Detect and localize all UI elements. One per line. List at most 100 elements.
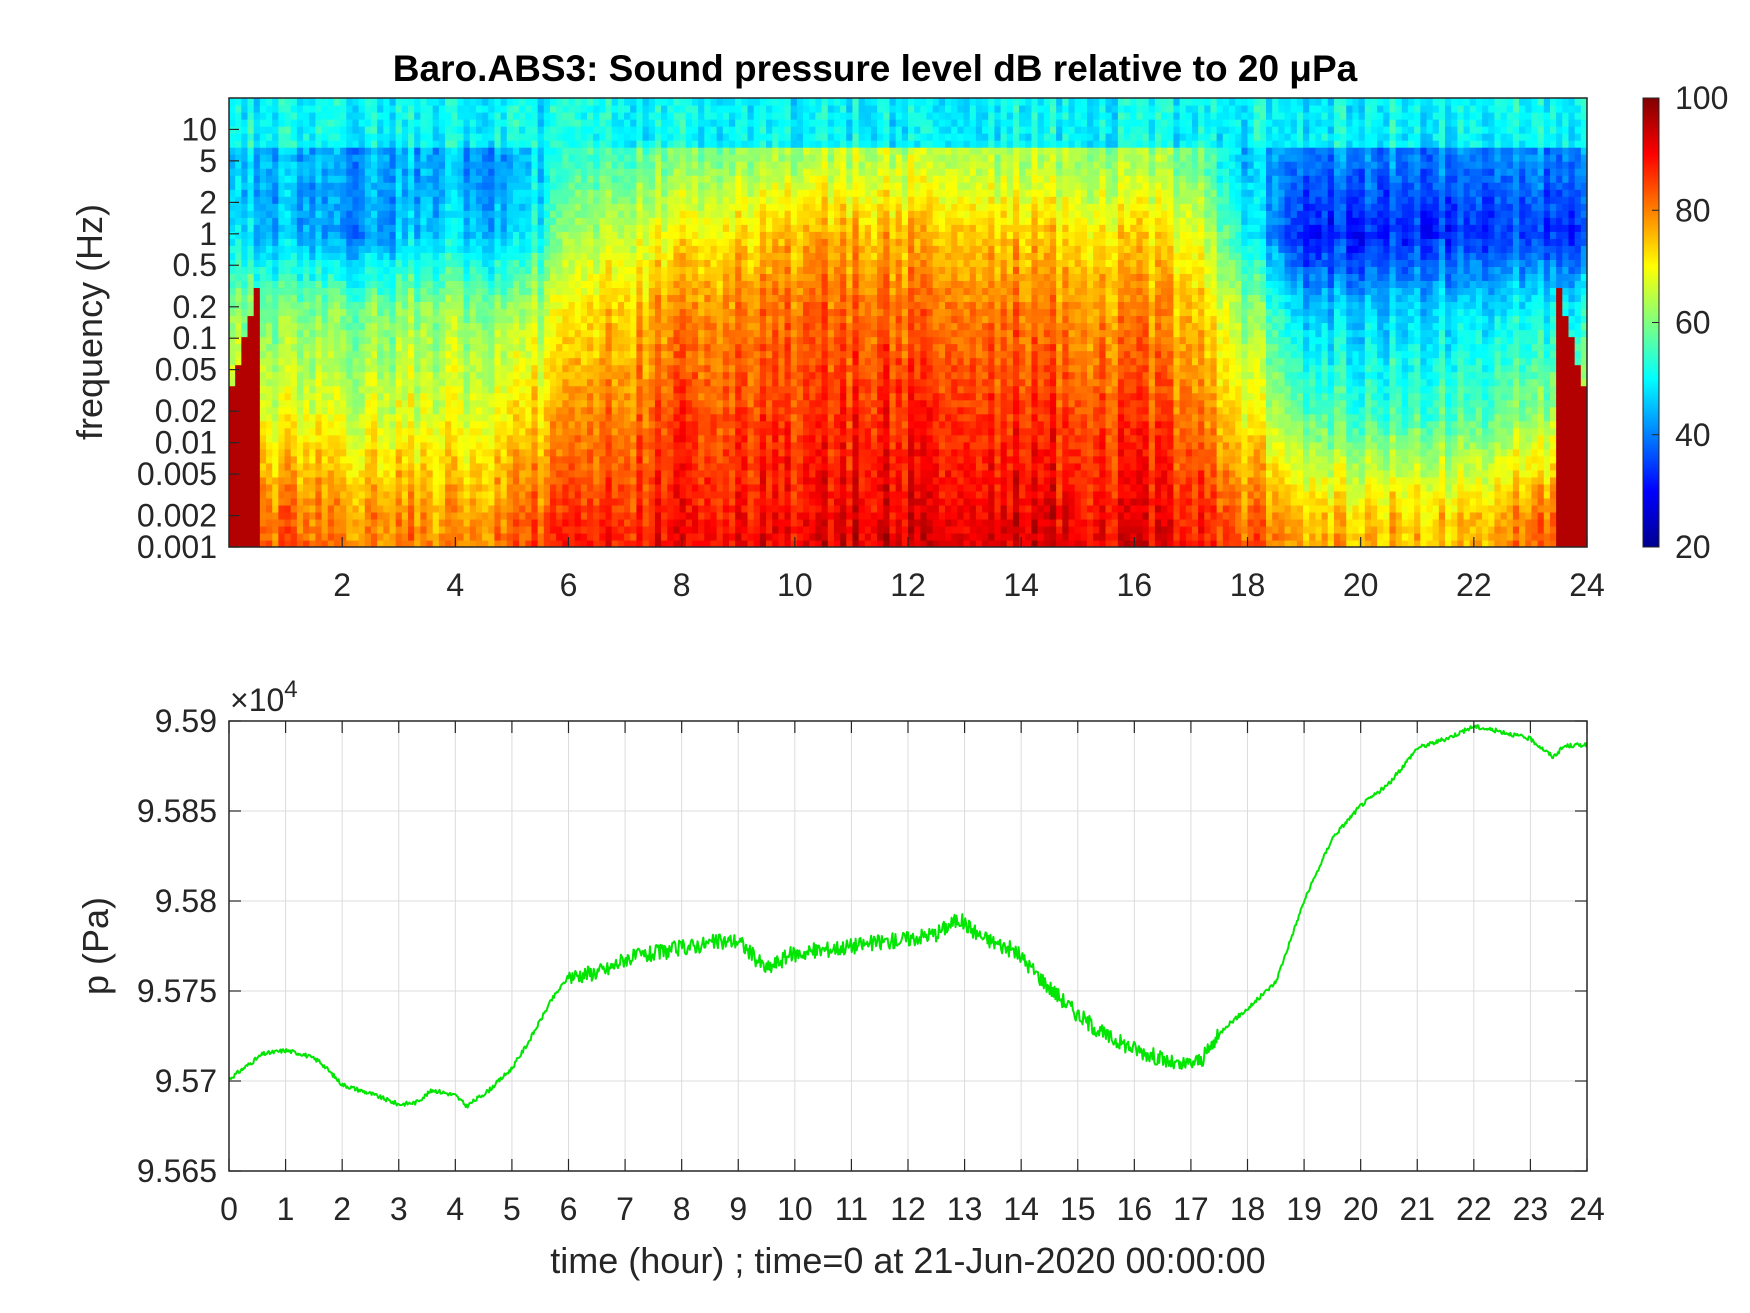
spectrogram-cell: [482, 525, 489, 534]
spectrogram-cell: [463, 462, 471, 471]
spectrogram-cell: [599, 154, 607, 162]
spectrogram-cell: [420, 336, 428, 345]
spectrogram-cell: [648, 469, 656, 478]
spectrogram-cell: [315, 182, 323, 190]
spectrogram-cell: [241, 259, 249, 267]
spectrogram-cell: [568, 196, 576, 204]
spectrogram-cell: [648, 322, 656, 331]
spectrogram-cell: [525, 119, 533, 127]
spectrogram-cell: [395, 420, 403, 429]
spectrogram-cell: [358, 245, 366, 253]
spectrogram-cell: [698, 308, 705, 317]
spectrogram-cell: [617, 196, 625, 204]
spectrogram-cell: [494, 133, 502, 141]
spectrogram-cell: [278, 133, 286, 141]
spectrogram-cell: [469, 399, 477, 408]
spectrogram-cell: [617, 532, 625, 541]
spectrogram-cell: [432, 427, 440, 436]
spectrogram-cell: [506, 189, 514, 197]
spectrogram-cell: [229, 413, 236, 422]
spectrogram-cell: [482, 455, 489, 464]
spectrogram-cell: [494, 420, 502, 429]
spectrogram-cell: [488, 238, 496, 246]
spectrogram-cell: [426, 329, 434, 338]
spectrogram-cell: [506, 203, 514, 211]
spectrogram-cell: [549, 287, 557, 296]
spectrogram-cell: [562, 385, 570, 394]
spectrogram-cell: [543, 336, 551, 345]
spectrogram-cell: [309, 371, 317, 380]
spectrogram-cell: [352, 308, 360, 317]
spectrogram-cell: [568, 224, 576, 232]
spectrogram-cell: [605, 427, 613, 436]
spectrogram-cell: [593, 336, 600, 345]
spectrogram-cell: [303, 140, 310, 148]
spectrogram-cell: [352, 350, 360, 359]
spectrogram-cell: [445, 476, 452, 485]
spectrogram-cell: [549, 539, 557, 547]
spectrogram-cell: [438, 504, 446, 513]
spectrogram-cell: [420, 399, 428, 408]
spectrogram-cell: [389, 119, 397, 127]
spectrogram-cell: [247, 315, 255, 324]
spectrogram-cell: [364, 301, 372, 310]
spectrogram-cell: [259, 399, 267, 408]
spectrogram-cell: [370, 322, 378, 331]
spectrogram-cell: [599, 98, 607, 106]
spectrogram-cell: [259, 308, 267, 317]
spectrogram-cell: [543, 161, 551, 169]
spectrogram-cell: [426, 147, 434, 155]
spectrogram-cell: [463, 280, 471, 289]
spectrogram-cell: [401, 210, 409, 218]
spectrogram-cell: [235, 301, 242, 310]
spectrogram-cell: [401, 119, 409, 127]
spectrogram-cell: [587, 203, 594, 211]
spectrogram-cell: [630, 490, 637, 499]
spectrogram-cell: [624, 539, 631, 547]
spectrogram-cell: [556, 245, 563, 253]
spectrogram-cell: [340, 252, 347, 260]
spectrogram-cell: [636, 364, 644, 373]
spectrogram-cell: [605, 210, 613, 218]
spectrogram-cell: [482, 238, 489, 246]
spectrogram-cell: [290, 490, 298, 499]
spectrogram-cell: [401, 301, 409, 310]
spectrogram-cell: [278, 189, 286, 197]
spectrogram-cell: [642, 455, 650, 464]
spectrogram-cell: [340, 434, 347, 443]
spectrogram-cell: [309, 189, 317, 197]
spectrogram-cell: [648, 217, 656, 225]
spectrogram-cell: [469, 413, 477, 422]
spectrogram-cell: [549, 126, 557, 134]
spectrogram-cell: [327, 168, 335, 176]
spectrogram-cell: [266, 238, 273, 246]
spectrogram-cell: [327, 301, 335, 310]
spectrogram-cell: [253, 364, 261, 373]
spectrogram-cell: [327, 112, 335, 120]
spectrogram-cell: [290, 217, 298, 225]
spectrogram-cell: [562, 511, 570, 520]
spectrogram-cell: [525, 98, 533, 106]
spectrogram-cell: [451, 448, 458, 457]
spectrogram-cell: [469, 259, 477, 267]
spectrogram-cell: [611, 322, 619, 331]
spectrogram-cell: [698, 364, 705, 373]
spectrogram-cell: [321, 98, 329, 106]
spectrogram-cell: [364, 98, 372, 106]
spectrogram-cell: [685, 406, 693, 415]
spectrogram-cell: [679, 161, 687, 169]
spectrogram-cell: [253, 294, 261, 303]
spectrogram-cell: [346, 266, 354, 274]
spectrogram-cell: [617, 119, 625, 127]
spectrogram-cell: [624, 231, 631, 239]
spectrogram-cell: [346, 126, 354, 134]
spectrogram-cell: [617, 329, 625, 338]
spectrogram-cell: [512, 539, 520, 547]
spectrogram-cell: [562, 168, 570, 176]
spectrogram-cell: [587, 105, 594, 113]
spectrogram-cell: [377, 455, 384, 464]
spectrogram-cell: [673, 168, 681, 176]
spectrogram-cell: [531, 196, 539, 204]
spectrogram-cell: [426, 448, 434, 457]
spectrogram-cell: [364, 175, 372, 183]
